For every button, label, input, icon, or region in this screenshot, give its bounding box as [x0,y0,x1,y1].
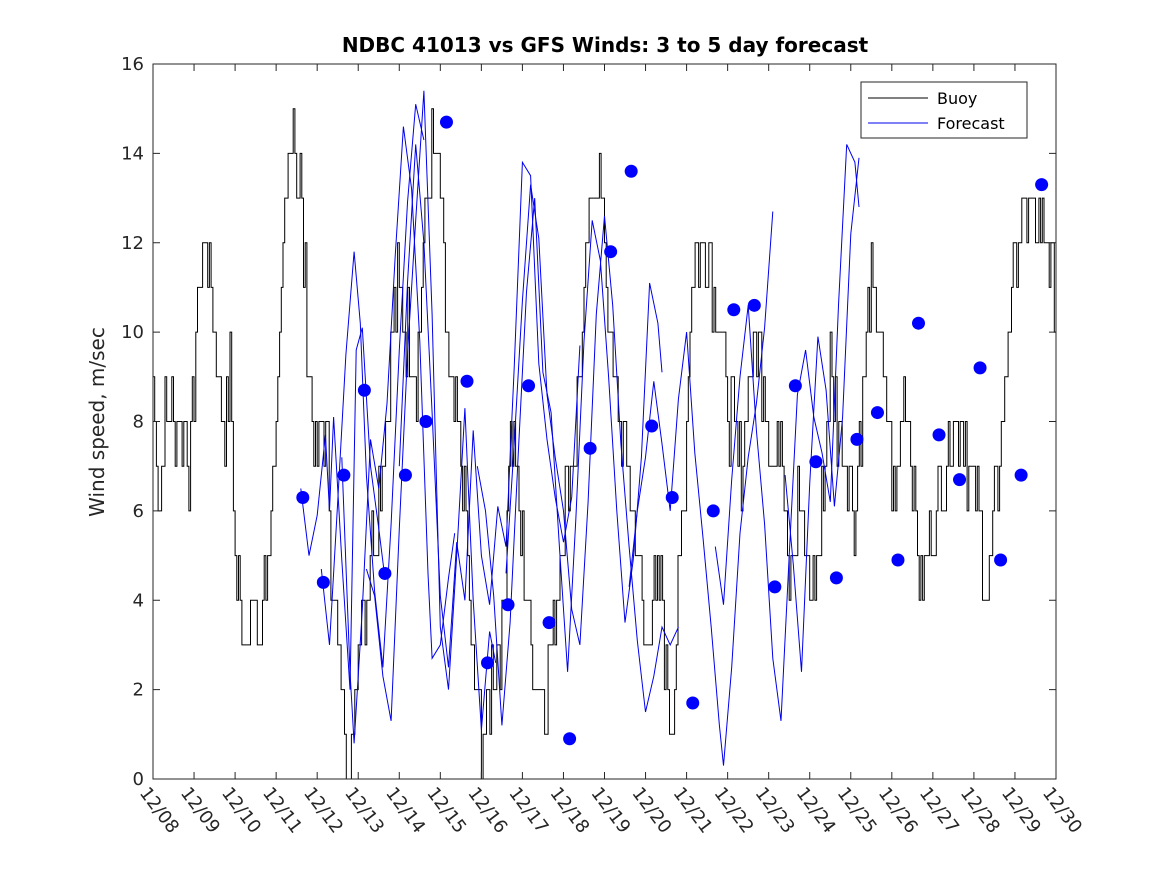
legend-box [860,81,1028,139]
y-tick-label: 10 [121,322,144,343]
forecast-line [628,211,774,766]
forecast-marker [850,432,864,446]
y-axis-label: Wind speed, m/sec [85,327,109,517]
forecast-marker [337,468,351,482]
forecast-marker [624,164,638,178]
forecast-marker [378,566,392,580]
y-tick-label: 0 [133,769,144,790]
y-tick-label: 6 [133,501,144,522]
legend-buoy-label: Buoy [937,89,977,108]
forecast-line [398,144,581,668]
forecast-markers [296,115,1049,746]
plot-area [153,90,1056,779]
buoy-series [153,108,1056,779]
forecast-marker [994,553,1008,567]
forecast-marker [891,553,905,567]
forecast-marker [563,732,577,746]
forecast-marker [357,383,371,397]
forecast-line [784,157,860,672]
y-tick-label: 14 [121,143,144,164]
forecast-marker [522,379,536,393]
y-tick-label: 12 [121,233,144,254]
forecast-marker [768,580,782,594]
y-tick-label: 8 [133,412,144,433]
forecast-marker [501,598,515,612]
forecast-marker [398,468,412,482]
forecast-marker [706,504,720,518]
forecast-marker [316,575,330,589]
y-axis-ticks: 0 2 4 6 8 10 12 14 16 [121,54,1056,790]
legend: Buoy Forecast [860,81,1028,139]
forecast-marker [747,298,761,312]
forecast-line [505,184,679,713]
forecast-marker [686,696,700,710]
forecast-marker [788,379,802,393]
forecast-line [300,327,386,690]
forecast-marker [809,455,823,469]
forecast-marker [296,490,310,504]
buoy-line [153,108,1056,779]
forecast-marker [665,490,679,504]
forecast-marker [911,316,925,330]
forecast-marker [439,115,453,129]
y-tick-label: 16 [121,54,144,75]
forecast-line [476,198,663,726]
forecast-marker [542,616,556,630]
y-tick-label: 2 [133,680,144,701]
forecast-marker [419,415,433,428]
forecast-marker [727,303,741,317]
y-tick-label: 4 [133,590,144,611]
forecast-marker [953,473,967,487]
forecast-marker [1014,468,1028,482]
chart-title: NDBC 41013 vs GFS Winds: 3 to 5 day fore… [342,33,869,57]
forecast-marker [829,571,843,585]
forecast-marker [870,406,884,420]
forecast-marker [481,656,495,670]
forecast-marker [932,428,946,442]
forecast-marker [1035,178,1049,192]
forecast-marker [973,361,987,375]
forecast-line [365,90,497,730]
forecast-marker [460,374,474,388]
forecast-line [714,144,860,721]
forecast-line [341,126,456,744]
legend-forecast-label: Forecast [937,114,1005,133]
forecast-marker [604,245,618,259]
forecast-marker [583,441,597,455]
forecast-marker [645,419,659,433]
